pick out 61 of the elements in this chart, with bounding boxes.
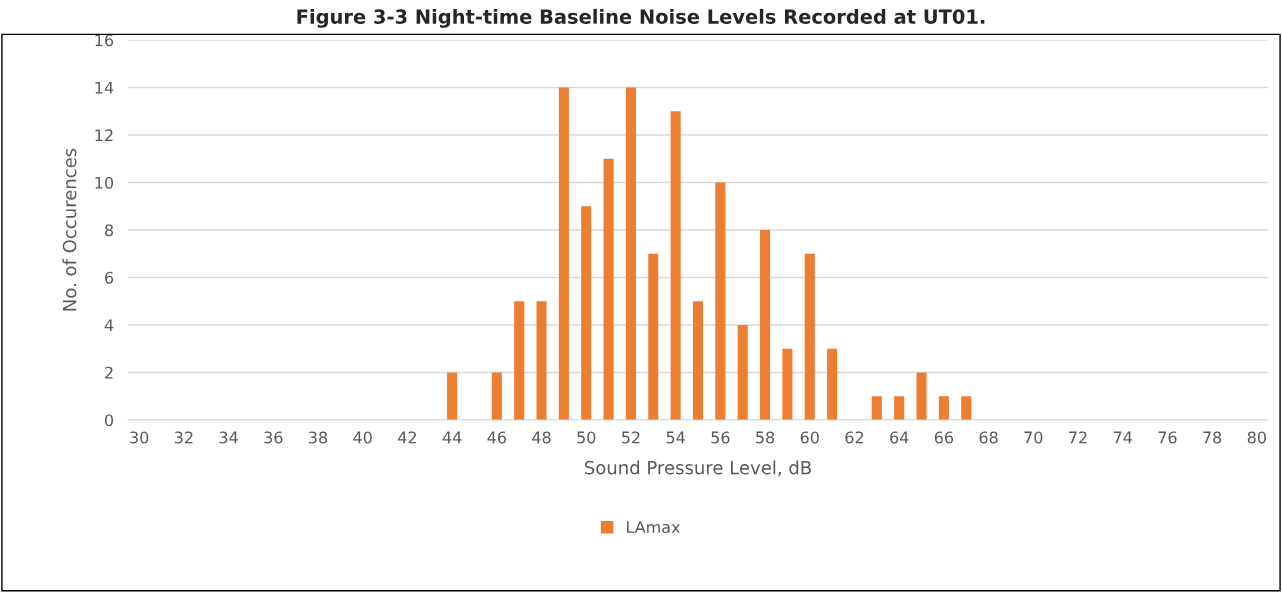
x-tick-label: 30 — [130, 431, 149, 444]
bar — [670, 111, 681, 420]
bar — [715, 182, 726, 420]
x-tick-label: 56 — [711, 431, 730, 444]
bar — [558, 87, 569, 420]
bar — [514, 301, 525, 420]
x-axis-title: Sound Pressure Level, dB — [584, 460, 811, 477]
x-tick-label: 66 — [934, 431, 954, 444]
y-tick-label: 0 — [105, 414, 114, 427]
x-tick-label: 80 — [1247, 431, 1266, 444]
x-tick-label: 76 — [1158, 431, 1177, 444]
x-tick-label: 68 — [979, 431, 998, 444]
bar — [827, 348, 838, 420]
chart-title: Figure 3-3 Night-time Baseline Noise Levels Recorded at UT01. — [297, 8, 985, 28]
x-tick-label: 74 — [1113, 431, 1132, 444]
y-axis-title: No. of Occurences — [62, 148, 77, 311]
x-tick-label: 70 — [1024, 431, 1043, 444]
y-tick-label: 2 — [105, 366, 113, 379]
y-tick-label: 4 — [104, 319, 114, 332]
bar — [871, 396, 882, 420]
bar — [961, 396, 972, 420]
bar — [782, 348, 793, 420]
bar — [625, 87, 636, 420]
x-tick-label: 46 — [487, 431, 506, 444]
x-tick-label: 44 — [442, 431, 462, 444]
x-tick-label: 32 — [174, 431, 193, 444]
bar — [447, 372, 458, 420]
bar — [894, 396, 905, 420]
x-tick-label: 34 — [219, 431, 238, 444]
x-tick-label: 52 — [622, 431, 640, 444]
y-tick-label: 16 — [95, 34, 114, 47]
x-tick-label: 62 — [845, 431, 864, 444]
bar — [737, 325, 748, 420]
bar — [804, 253, 815, 420]
x-tick-label: 72 — [1069, 431, 1087, 444]
x-tick-label: 36 — [264, 431, 283, 444]
x-tick-label: 50 — [577, 431, 596, 444]
x-tick-label: 58 — [756, 431, 775, 444]
bar — [938, 396, 949, 420]
bar — [536, 301, 547, 420]
bar — [603, 158, 614, 420]
y-tick-label: 14 — [95, 81, 114, 94]
x-tick-label: 60 — [800, 431, 819, 444]
legend-label: LAmax — [627, 521, 680, 534]
x-tick-label: 38 — [309, 431, 328, 444]
y-tick-label: 12 — [95, 129, 113, 142]
bar — [760, 230, 771, 420]
x-tick-label: 54 — [666, 431, 685, 444]
bar — [648, 253, 659, 420]
x-tick-label: 42 — [398, 431, 416, 444]
bar — [491, 372, 502, 420]
x-tick-label: 64 — [890, 431, 909, 444]
x-tick-label: 48 — [532, 431, 551, 444]
y-tick-label: 10 — [95, 176, 114, 189]
bar — [692, 301, 704, 420]
bar — [581, 206, 592, 420]
y-tick-label: 8 — [105, 224, 114, 237]
y-tick-label: 6 — [105, 271, 114, 284]
bar — [916, 372, 927, 420]
x-tick-label: 40 — [353, 431, 372, 444]
x-tick-label: 78 — [1203, 431, 1222, 444]
